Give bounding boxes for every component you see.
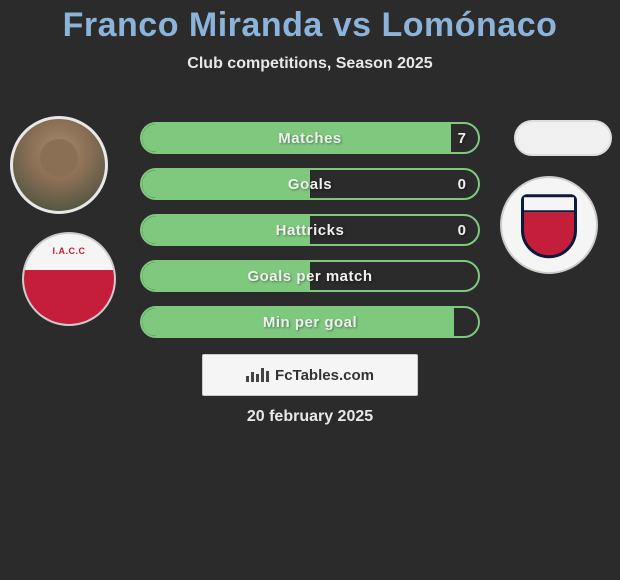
subtitle: Club competitions, Season 2025 bbox=[0, 55, 620, 73]
stat-bar-matches: Matches 7 bbox=[140, 122, 480, 154]
stat-value: 0 bbox=[458, 170, 466, 198]
brand-logo-text: FcTables.com bbox=[275, 367, 374, 384]
stat-value: 0 bbox=[458, 216, 466, 244]
player2-club-badge bbox=[500, 176, 598, 274]
brand-logo: FcTables.com bbox=[202, 354, 418, 396]
stat-label: Goals bbox=[142, 170, 478, 198]
stat-bar-goals: Goals 0 bbox=[140, 168, 480, 200]
club-badge-label: I.A.C.C bbox=[24, 246, 114, 256]
stat-value: 7 bbox=[458, 124, 466, 152]
stat-label: Min per goal bbox=[142, 308, 478, 336]
stat-bar-goals-per-match: Goals per match bbox=[140, 260, 480, 292]
stat-bar-min-per-goal: Min per goal bbox=[140, 306, 480, 338]
player1-avatar bbox=[10, 116, 108, 214]
date-label: 20 february 2025 bbox=[0, 408, 620, 426]
page-title: Franco Miranda vs Lomónaco bbox=[0, 0, 620, 45]
stats-column: Matches 7 Goals 0 Hattricks 0 Goals per … bbox=[140, 122, 480, 352]
club-shield-icon bbox=[521, 194, 577, 258]
bar-chart-icon bbox=[246, 368, 269, 382]
stat-bar-hattricks: Hattricks 0 bbox=[140, 214, 480, 246]
stat-label: Hattricks bbox=[142, 216, 478, 244]
stat-label: Matches bbox=[142, 124, 478, 152]
player2-avatar bbox=[514, 120, 612, 156]
stat-label: Goals per match bbox=[142, 262, 478, 290]
player1-club-badge: I.A.C.C bbox=[22, 232, 116, 326]
